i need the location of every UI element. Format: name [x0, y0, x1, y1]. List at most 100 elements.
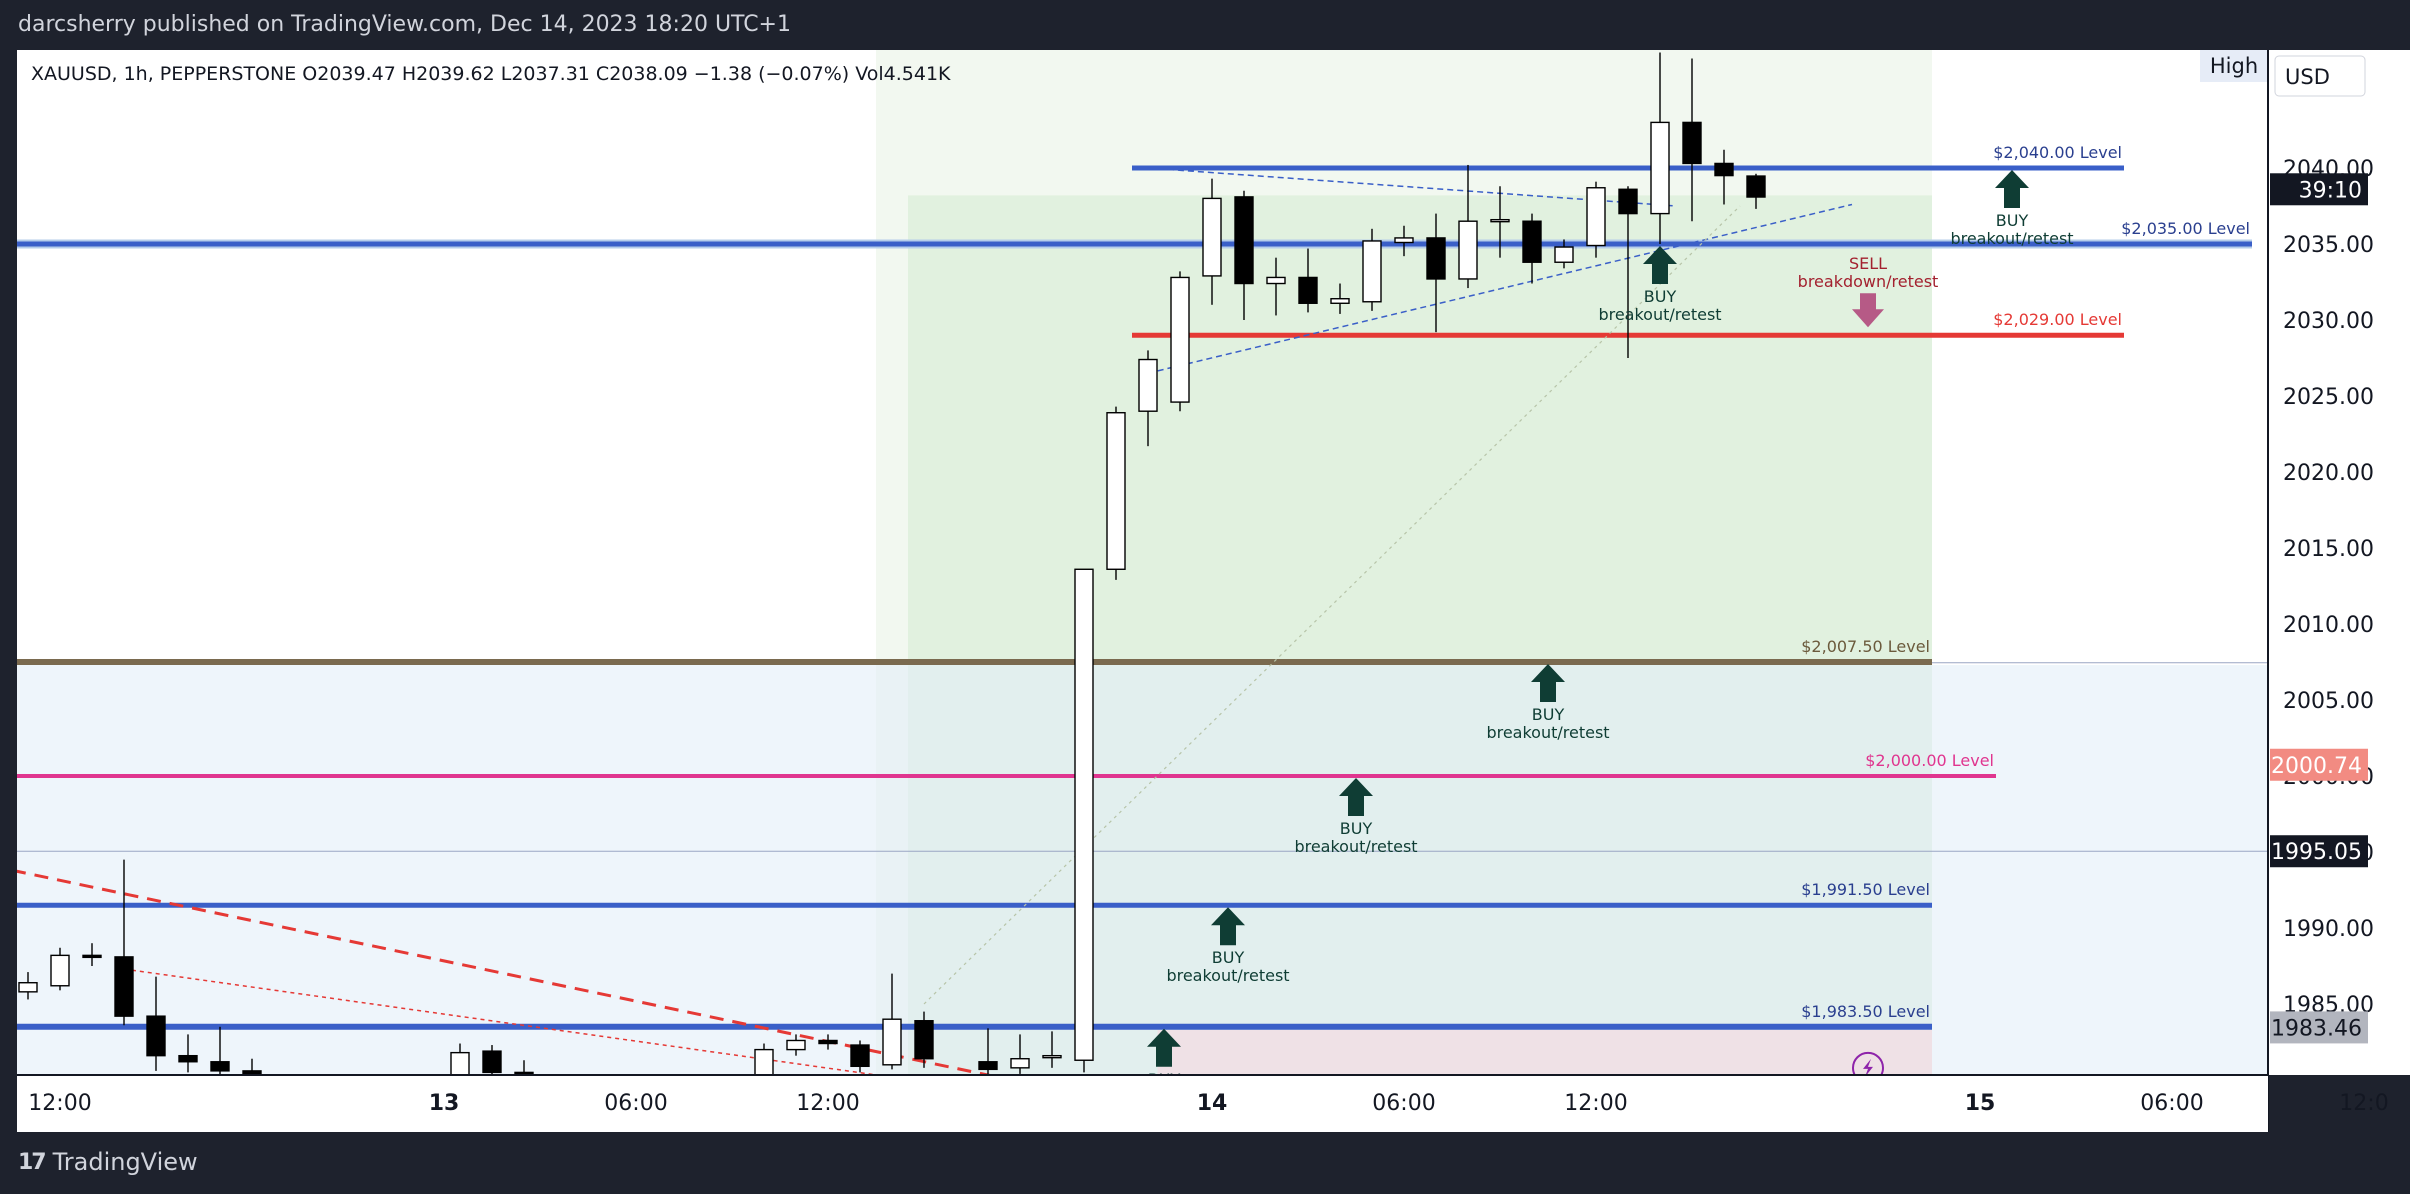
price-tag-label: 1995.05 [2271, 840, 2362, 865]
y-tick-label: 2010.00 [2283, 613, 2374, 638]
signal-note: breakout/retest [1598, 305, 1721, 324]
price-tag [2270, 835, 2368, 868]
alert-bolt-glyph [1863, 1058, 1873, 1075]
price-axis[interactable] [2268, 50, 2410, 1075]
buy-arrow-icon [1643, 246, 1677, 284]
candle-up [1490, 218, 1510, 223]
candle-down [210, 1061, 230, 1072]
signal-note: breakout/retest [1166, 966, 1289, 985]
candle-down [1746, 175, 1766, 198]
price-tag [2270, 1011, 2368, 1044]
price-tag-label: 2000.74 [2271, 754, 2362, 779]
tradingview-logo-icon: 17 [18, 1149, 47, 1175]
y-tick-label: 1990.00 [2283, 917, 2374, 942]
long-position-stop-zone [1157, 1029, 1932, 1075]
y-tick-label: 2020.00 [2283, 461, 2374, 486]
x-tick-label: 15 [1965, 1091, 1996, 1116]
candle-up [18, 982, 38, 993]
price-tag [2270, 173, 2368, 206]
y-tick-label: 2030.00 [2283, 309, 2374, 334]
price-tag-label: 39:10 [2299, 178, 2362, 203]
level-label: $1,991.50 Level [1801, 880, 1930, 899]
candle-up [1362, 240, 1382, 303]
x-tick-label: 06:00 [2140, 1091, 2203, 1116]
buy-arrow-icon [1531, 664, 1565, 702]
x-tick-label: 13 [429, 1091, 460, 1116]
brand-name: TradingView [52, 1148, 198, 1176]
candle-up [50, 954, 70, 987]
candle-up [450, 1051, 470, 1075]
level-label: $2,040.00 Level [1993, 143, 2122, 162]
candle-up [1330, 298, 1350, 304]
plot-layer: $2,040.00 Level $2,035.00 Level $2,029.00 … [17, 50, 2268, 1089]
x-tick-label: 12:0 [2339, 1091, 2388, 1116]
candle-down [178, 1054, 198, 1063]
publish-line: darcsherry published on TradingView.com,… [18, 12, 791, 37]
symbol-ohlc-legend: XAUUSD, 1h, PEPPERSTONE O2039.47 H2039.6… [31, 63, 951, 85]
level-label: $2,035.00 Level [2121, 219, 2250, 238]
y-tick-label: 2035.00 [2283, 233, 2374, 258]
candle-down [914, 1020, 934, 1060]
candle-up [1266, 276, 1286, 285]
candle-down [850, 1044, 870, 1068]
y-tick-label: 2025.00 [2283, 385, 2374, 410]
candle-up [786, 1039, 806, 1051]
currency-button[interactable] [2274, 55, 2366, 97]
price-tag-label: 1983.46 [2271, 1016, 2362, 1041]
candle-up [1650, 121, 1670, 215]
candle-up [1106, 412, 1126, 570]
x-tick-label: 06:00 [1372, 1091, 1435, 1116]
candle-down [818, 1039, 838, 1045]
tradingview-logo[interactable]: 17 TradingView [18, 1148, 198, 1176]
sell-arrow-icon [1852, 293, 1884, 328]
candle-down [1618, 188, 1638, 215]
price-tag [2270, 748, 2368, 781]
candle-down [1298, 276, 1318, 304]
candle-down [1426, 237, 1446, 280]
signal-note: breakdown/retest [1798, 272, 1939, 291]
signal-side: BUY [1644, 287, 1677, 306]
candle-up [1394, 237, 1414, 244]
candle-down [482, 1050, 502, 1074]
signal-side: BUY [1996, 211, 2029, 230]
candle-up [1554, 246, 1574, 263]
candle-down [1234, 196, 1254, 285]
candle-down [114, 956, 134, 1017]
level-label: $2,000.00 Level [1865, 751, 1994, 770]
candle-down [146, 1015, 166, 1057]
candle-up [1202, 197, 1222, 277]
x-tick-label: 06:00 [604, 1091, 667, 1116]
buy-arrow-icon [1339, 778, 1373, 816]
publish-header: darcsherry published on TradingView.com,… [0, 0, 2410, 50]
candle-up [1042, 1054, 1062, 1059]
x-tick-label: 14 [1197, 1091, 1228, 1116]
level-label: $2,007.50 Level [1801, 637, 1930, 656]
price-mode-label: High [2210, 54, 2258, 78]
y-tick-label: 2015.00 [2283, 537, 2374, 562]
footer-bar: 17 TradingView [0, 1132, 2410, 1194]
candle-up [1170, 276, 1190, 403]
candle-up [1586, 187, 1606, 247]
y-tick-label: 2005.00 [2283, 689, 2374, 714]
level-label: $1,983.50 Level [1801, 1002, 1930, 1021]
signal-note: breakout/retest [1486, 723, 1609, 742]
signal-side: BUY [1532, 705, 1565, 724]
signal-side: BUY [1148, 1070, 1181, 1089]
support-zone [17, 665, 2268, 1075]
position-diagonal-line [923, 205, 1741, 1005]
time-axis[interactable] [17, 1075, 2268, 1132]
alert-bolt-icon [1852, 1051, 1884, 1075]
x-tick-label: 12:00 [1564, 1091, 1627, 1116]
buy-arrow-icon [1995, 170, 2029, 208]
x-tick-label: 12:00 [28, 1091, 91, 1116]
candle-down [1682, 121, 1702, 165]
candle-down [82, 954, 102, 959]
candle-down [1522, 220, 1542, 263]
buy-arrow-icon [1211, 907, 1245, 946]
candle-up [1138, 358, 1158, 412]
triangle-lower-line [1147, 203, 1853, 374]
currency-label: USD [2285, 65, 2330, 89]
price-mode-badge[interactable] [2200, 50, 2268, 82]
candle-up [1074, 568, 1094, 1061]
